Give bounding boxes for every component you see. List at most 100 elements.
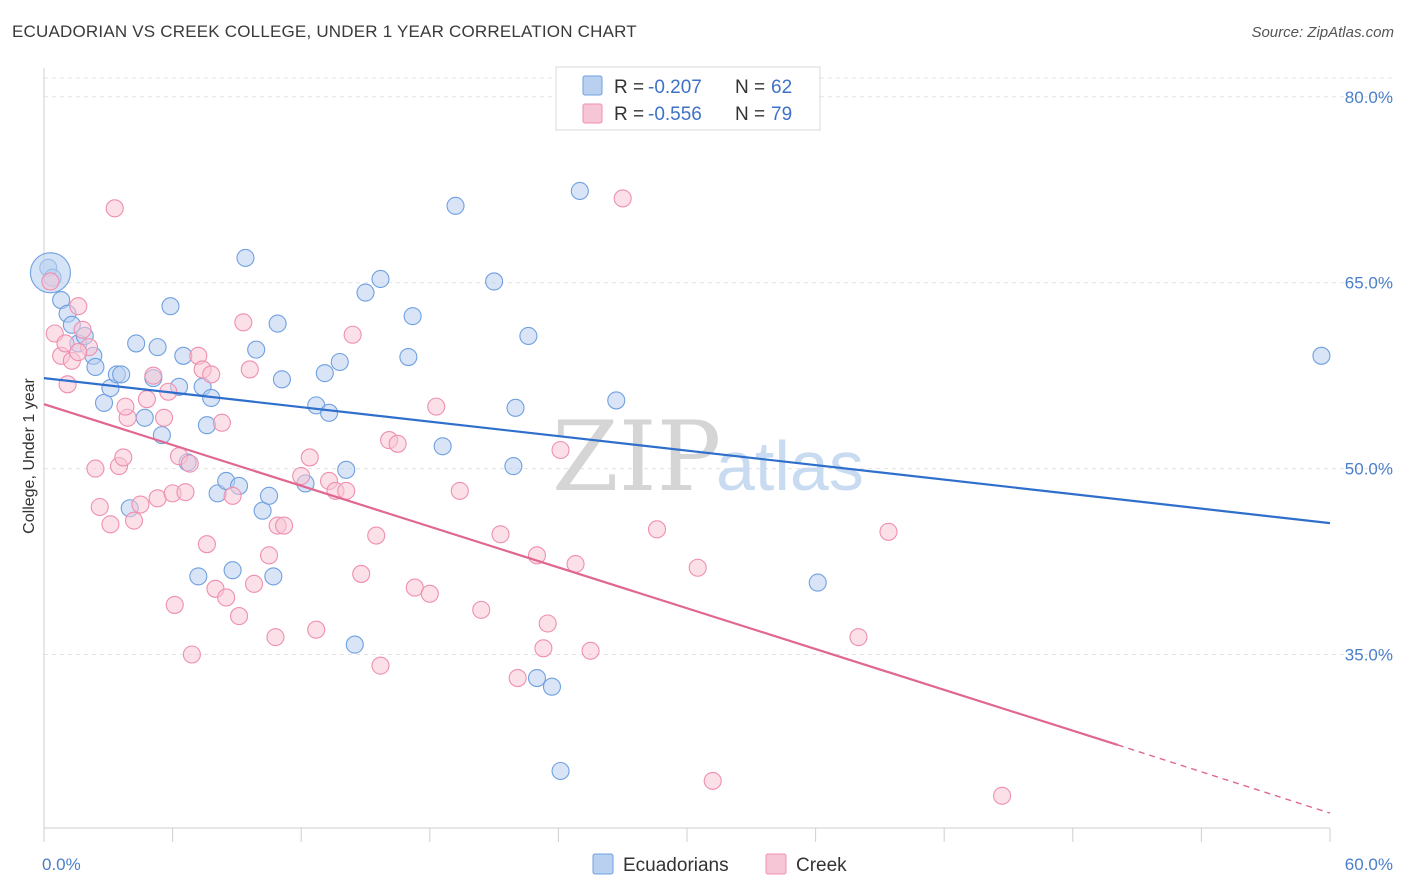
creek-point-54 <box>371 656 390 675</box>
ecuadorian-point-31 <box>236 248 255 267</box>
data-points <box>29 181 1331 805</box>
bottom-legend-ecuadorians: Ecuadorians <box>623 855 729 876</box>
creek-point-7 <box>73 320 92 339</box>
y-tick-label-3: 35.0% <box>1345 645 1393 664</box>
bottom-legend: Ecuadorians Creek <box>592 853 847 876</box>
ecuadorian-point-47 <box>399 347 418 367</box>
y-axis-label: College, Under 1 year <box>21 378 38 534</box>
creek-point-19 <box>144 366 163 385</box>
ecuadorian-point-53 <box>506 398 525 417</box>
creek-point-3 <box>56 334 75 353</box>
ecuadorian-point-43 <box>337 460 356 479</box>
creek-point-52 <box>352 564 371 583</box>
creek-point-34 <box>212 413 231 432</box>
creek-point-70 <box>613 189 632 208</box>
creek-point-28 <box>182 645 201 664</box>
creek-point-63 <box>508 668 527 688</box>
creek-point-40 <box>244 574 264 593</box>
bottom-legend-creek: Creek <box>796 855 847 876</box>
creek-point-21 <box>154 408 174 427</box>
creek-point-37 <box>229 607 249 626</box>
creek-point-14 <box>114 448 133 467</box>
creek-point-46 <box>300 448 319 467</box>
creek-point-39 <box>240 360 259 379</box>
axes <box>43 68 1331 842</box>
ecuadorian-point-45 <box>356 283 375 302</box>
creek-point-12 <box>105 199 124 218</box>
creek-point-61 <box>472 600 491 619</box>
legend-n-label-2: N = <box>735 104 765 125</box>
creek-point-24 <box>165 595 184 614</box>
creek-point-78 <box>116 397 135 416</box>
creek-point-47 <box>307 620 326 639</box>
creek-point-51 <box>343 325 362 344</box>
chart-title: ECUADORIAN VS CREEK COLLEGE, UNDER 1 YEA… <box>12 22 637 41</box>
ecuadorian-point-37 <box>272 370 291 389</box>
creek-point-35 <box>217 588 236 607</box>
creek-point-17 <box>131 495 150 514</box>
ecuadorian-point-21 <box>174 346 193 365</box>
creek-point-72 <box>688 558 707 577</box>
creek-trend-line <box>43 403 1119 747</box>
ecuadorian-point-9 <box>94 393 114 412</box>
creek-point-50 <box>337 481 356 500</box>
creek-point-58 <box>420 584 439 603</box>
legend-r-label-1: R = <box>614 77 644 98</box>
legend-r-value-1: -0.207 <box>648 77 702 98</box>
creek-point-38 <box>234 313 253 332</box>
ecuadorian-point-58 <box>570 181 589 201</box>
ecuadorian-trend-line <box>43 377 1331 525</box>
creek-point-9 <box>86 459 105 478</box>
creek-point-56 <box>388 434 407 453</box>
y-tick-label-1: 65.0% <box>1345 274 1393 293</box>
ecuadorian-point-61 <box>1312 346 1331 365</box>
bottom-legend-swatch-creek <box>765 853 787 875</box>
ecuadorian-point-46 <box>371 269 390 289</box>
creek-point-69 <box>581 641 600 660</box>
ecuadorian-point-44 <box>345 635 364 654</box>
ecuadorian-point-42 <box>330 352 349 372</box>
ecuadorian-point-32 <box>247 340 266 359</box>
ecuadorian-point-15 <box>135 408 154 427</box>
ecuadorian-point-29 <box>223 561 242 580</box>
creek-point-67 <box>551 440 570 460</box>
creek-point-31 <box>197 535 216 554</box>
ecuadorian-point-52 <box>504 457 523 476</box>
ecuadorian-point-48 <box>403 307 422 326</box>
creek-point-16 <box>124 511 144 530</box>
ecuadorian-point-23 <box>189 567 208 586</box>
creek-point-27 <box>180 454 199 473</box>
creek-point-53 <box>367 526 386 545</box>
legend-swatch-ecuadorians <box>582 75 603 96</box>
creek-point-57 <box>405 578 424 597</box>
source-credit: Source: ZipAtlas.com <box>1251 24 1394 41</box>
creek-point-32 <box>202 365 221 384</box>
legend-box: R = -0.207 N = 62 R = -0.556 N = 79 <box>555 66 821 131</box>
ecuadorian-point-12 <box>112 365 131 384</box>
ecuadorian-point-8 <box>86 357 105 377</box>
ecuadorian-point-60 <box>808 573 827 592</box>
legend-r-value-2: -0.556 <box>648 104 702 125</box>
creek-point-44 <box>275 516 294 535</box>
ecuadorian-point-41 <box>320 403 339 422</box>
creek-point-41 <box>259 546 279 565</box>
creek-point-76 <box>993 786 1012 805</box>
ecuadorian-point-49 <box>433 437 452 456</box>
bottom-legend-swatch-ecuadorians <box>592 853 614 875</box>
ecuadorian-point-33 <box>253 501 272 520</box>
legend-n-value-1: 62 <box>771 77 792 98</box>
ecuadorian-point-25 <box>197 416 216 435</box>
tick-labels: 80.0% 65.0% 50.0% 35.0% 0.0% 60.0% <box>42 88 1393 874</box>
watermark-atlas: atlas <box>716 427 864 505</box>
creek-point-77 <box>69 343 88 362</box>
ecuadorian-point-19 <box>161 297 180 316</box>
ecuadorian-point-40 <box>315 364 334 383</box>
ecuadorian-point-54 <box>519 326 538 346</box>
ecuadorian-point-34 <box>259 486 279 505</box>
creek-point-11 <box>101 515 120 534</box>
ecuadorian-point-59 <box>607 391 626 410</box>
creek-point-4 <box>58 375 77 394</box>
ecuadorian-point-17 <box>148 338 167 357</box>
ecuadorian-point-55 <box>527 668 547 688</box>
